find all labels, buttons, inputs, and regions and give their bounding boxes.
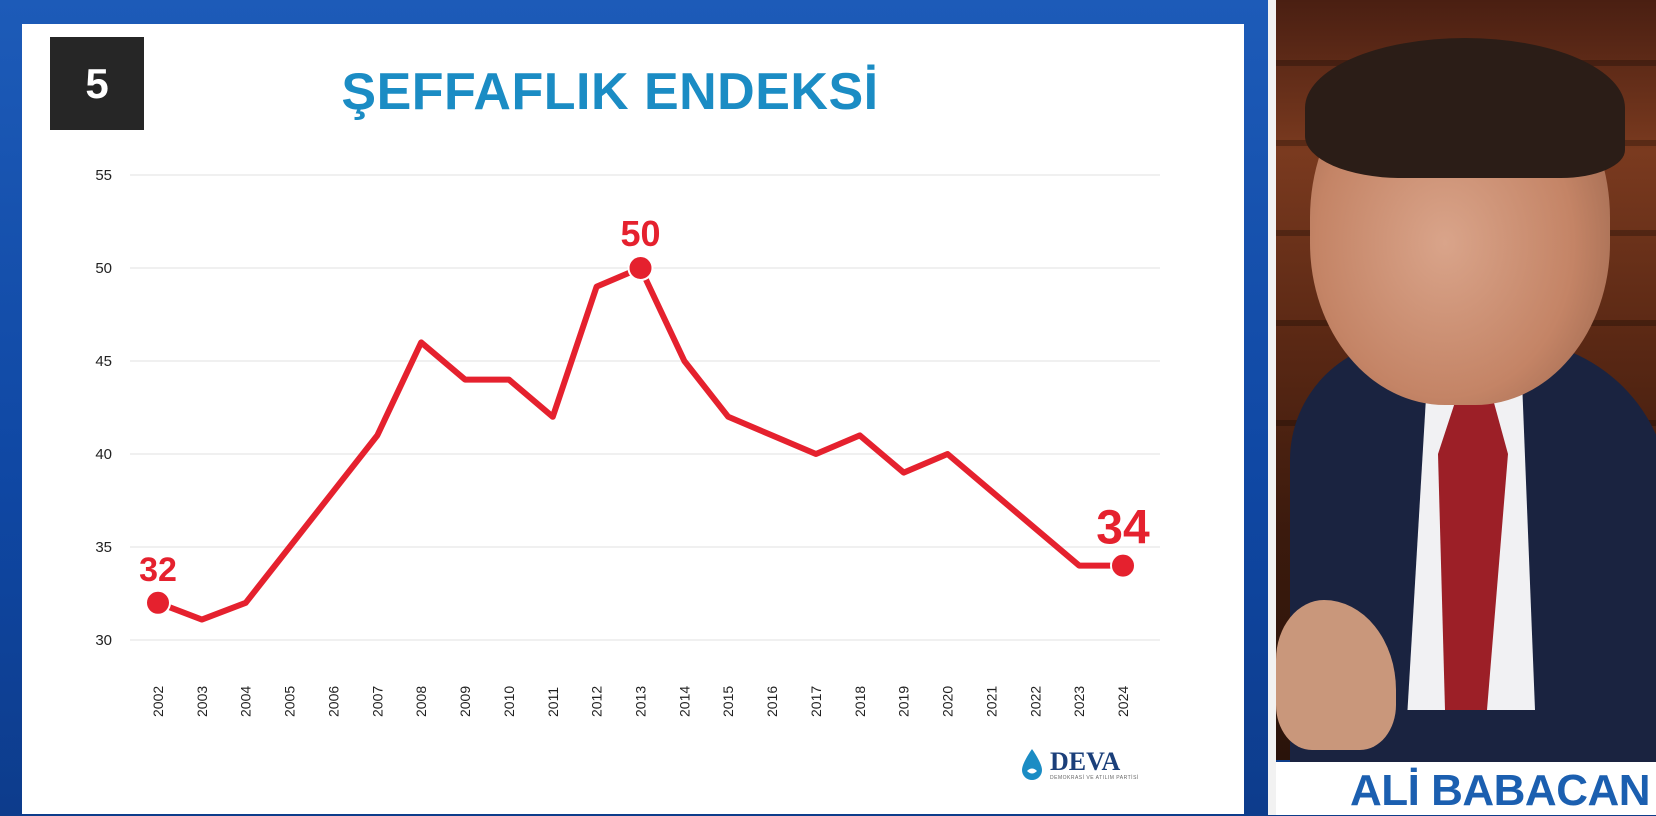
data-label: 32 — [139, 551, 177, 589]
x-tick-label: 2008 — [413, 686, 429, 717]
series-line — [155, 265, 1126, 623]
x-tick-label: 2005 — [282, 686, 298, 717]
series-layer — [155, 265, 1126, 623]
x-tick-label: 2010 — [501, 686, 517, 717]
presenter-hair — [1305, 38, 1625, 178]
x-tick-label: 2011 — [545, 687, 561, 717]
data-point-marker — [145, 589, 171, 616]
y-tick-label: 50 — [95, 260, 112, 277]
data-point-marker — [627, 255, 654, 281]
x-tick-label: 2003 — [194, 686, 210, 717]
data-label: 34 — [1096, 502, 1150, 555]
logo-subtitle: DEMOKRASİ VE ATILIM PARTİSİ — [1050, 775, 1139, 781]
x-tick-label: 2024 — [1115, 686, 1131, 717]
y-tick-label: 40 — [95, 446, 112, 463]
y-tick-label: 45 — [95, 353, 112, 370]
x-tick-label: 2015 — [720, 686, 736, 717]
x-tick-label: 2014 — [676, 686, 692, 717]
data-label: 50 — [620, 213, 660, 254]
x-tick-label: 2017 — [808, 686, 824, 717]
x-tick-label: 2018 — [852, 686, 868, 717]
x-tick-label: 2013 — [633, 686, 649, 717]
slide-area — [22, 24, 1244, 814]
x-tick-label: 2009 — [457, 686, 473, 717]
chart-title: ŞEFFAFLIK ENDEKSİ — [341, 63, 879, 121]
x-tick-label: 2020 — [940, 686, 956, 717]
x-tick-label: 2016 — [764, 686, 780, 717]
x-tick-label: 2012 — [589, 686, 605, 717]
panel-divider — [1268, 0, 1276, 815]
x-tick-label: 2023 — [1071, 686, 1087, 717]
deva-logo: DEVA DEMOKRASİ VE ATILIM PARTİSİ — [1020, 748, 1139, 782]
x-tick-label: 2022 — [1027, 686, 1043, 717]
x-tick-label: 2019 — [896, 686, 912, 717]
data-point-marker — [1110, 552, 1136, 579]
x-axis-ticks: 2002 2003 2004 2005 2006 2007 2008 2009 2010 2011… — [150, 686, 1131, 717]
x-tick-label: 2006 — [325, 686, 341, 717]
y-tick-label: 35 — [95, 539, 112, 556]
y-axis-ticks: 30 35 40 45 50 55 — [95, 167, 112, 649]
x-tick-label: 2007 — [369, 686, 385, 717]
y-tick-label: 55 — [95, 167, 112, 184]
x-tick-label: 2021 — [983, 686, 999, 717]
logo-name: DEVA — [1050, 747, 1121, 776]
water-drop-icon — [1022, 749, 1042, 780]
x-tick-label: 2002 — [150, 686, 166, 717]
y-tick-label: 30 — [95, 632, 112, 649]
name-lower-third — [1276, 762, 1656, 815]
slide-number-badge: 5 — [50, 37, 144, 130]
x-tick-label: 2004 — [238, 686, 254, 717]
annotation-layer: 32 50 34 — [139, 213, 1150, 616]
presenter-name: ALİ BABACAN — [1350, 766, 1651, 815]
